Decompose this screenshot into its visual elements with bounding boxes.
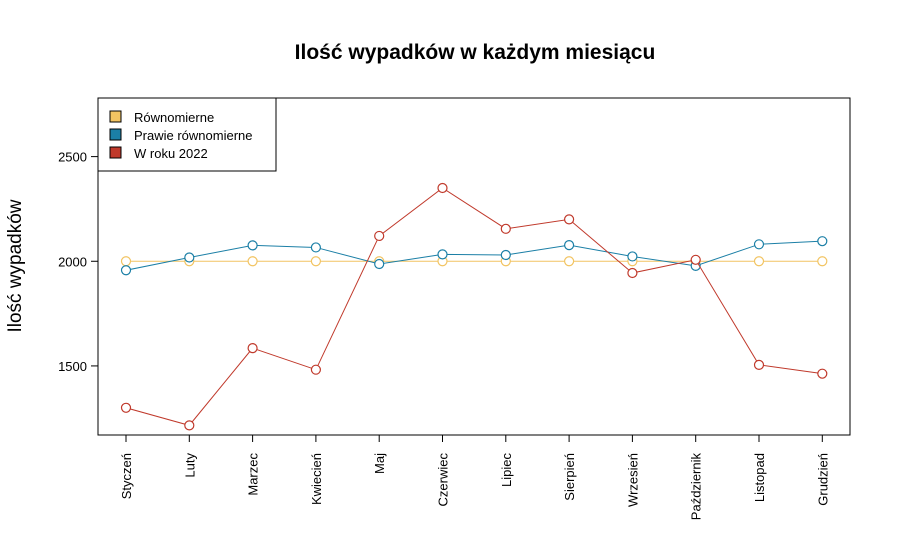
series-2 xyxy=(120,236,828,276)
data-point xyxy=(437,182,448,194)
x-tick-label: Lipiec xyxy=(499,453,514,487)
data-point xyxy=(817,368,828,379)
x-tick-label: Kwiecień xyxy=(309,453,324,505)
x-tick-label: Styczeń xyxy=(119,453,134,499)
legend-label: Równomierne xyxy=(134,110,214,125)
data-point xyxy=(753,239,765,250)
legend-swatch xyxy=(109,128,122,141)
legend-label: Prawie równomierne xyxy=(134,128,253,143)
data-point xyxy=(247,256,258,267)
data-point xyxy=(310,256,321,267)
y-tick-label: 2500 xyxy=(58,150,87,165)
x-tick-label: Październik xyxy=(689,453,704,521)
legend-swatch xyxy=(109,146,122,159)
x-tick-label: Czerwiec xyxy=(436,453,451,507)
legend: Równomierne Prawie równomierne W roku 2022 xyxy=(97,97,277,172)
data-point xyxy=(753,256,765,267)
y-axis: 1500 2000 2500 xyxy=(58,150,99,374)
data-point xyxy=(563,214,575,225)
x-tick-label: Marzec xyxy=(246,453,261,496)
data-point xyxy=(374,258,385,270)
data-point xyxy=(120,265,132,276)
x-tick-label: Listopad xyxy=(752,453,767,502)
data-point xyxy=(247,240,258,251)
x-tick-label: Luty xyxy=(182,453,197,478)
series-line xyxy=(125,240,823,271)
x-tick-label: Sierpień xyxy=(562,453,577,501)
data-point xyxy=(817,256,828,267)
data-point xyxy=(310,364,321,375)
chart-title: Ilość wypadków w każdym miesiącu xyxy=(295,41,656,64)
series-layer xyxy=(120,182,828,431)
y-tick-label: 1500 xyxy=(58,359,87,374)
data-point xyxy=(817,236,828,247)
series-3 xyxy=(120,182,828,431)
data-point xyxy=(690,254,701,265)
data-point xyxy=(627,251,638,262)
series-1 xyxy=(120,256,828,267)
data-point xyxy=(120,256,132,267)
x-tick-label: Grudzień xyxy=(815,453,830,506)
data-point xyxy=(184,420,195,431)
x-axis: Styczeń Luty Marzec Kwiecień Maj Czerwiec Lipi… xyxy=(119,434,830,521)
legend-box xyxy=(97,97,277,172)
data-point xyxy=(437,249,448,260)
data-point xyxy=(120,402,132,413)
y-axis-label: Ilość wypadków xyxy=(5,199,26,332)
data-point xyxy=(500,223,511,234)
data-point xyxy=(184,252,195,263)
data-point xyxy=(627,267,638,279)
legend-label: W roku 2022 xyxy=(134,146,208,161)
data-point xyxy=(753,359,765,370)
data-point xyxy=(310,242,321,253)
data-point xyxy=(563,256,575,267)
data-point xyxy=(563,240,575,251)
series-line xyxy=(125,187,823,426)
data-point xyxy=(374,230,385,242)
y-tick-label: 2000 xyxy=(58,254,87,269)
data-point xyxy=(500,249,511,261)
x-tick-label: Maj xyxy=(372,453,387,474)
legend-swatch xyxy=(109,110,122,123)
x-tick-label: Wrzesień xyxy=(625,453,640,507)
data-point xyxy=(247,343,258,354)
